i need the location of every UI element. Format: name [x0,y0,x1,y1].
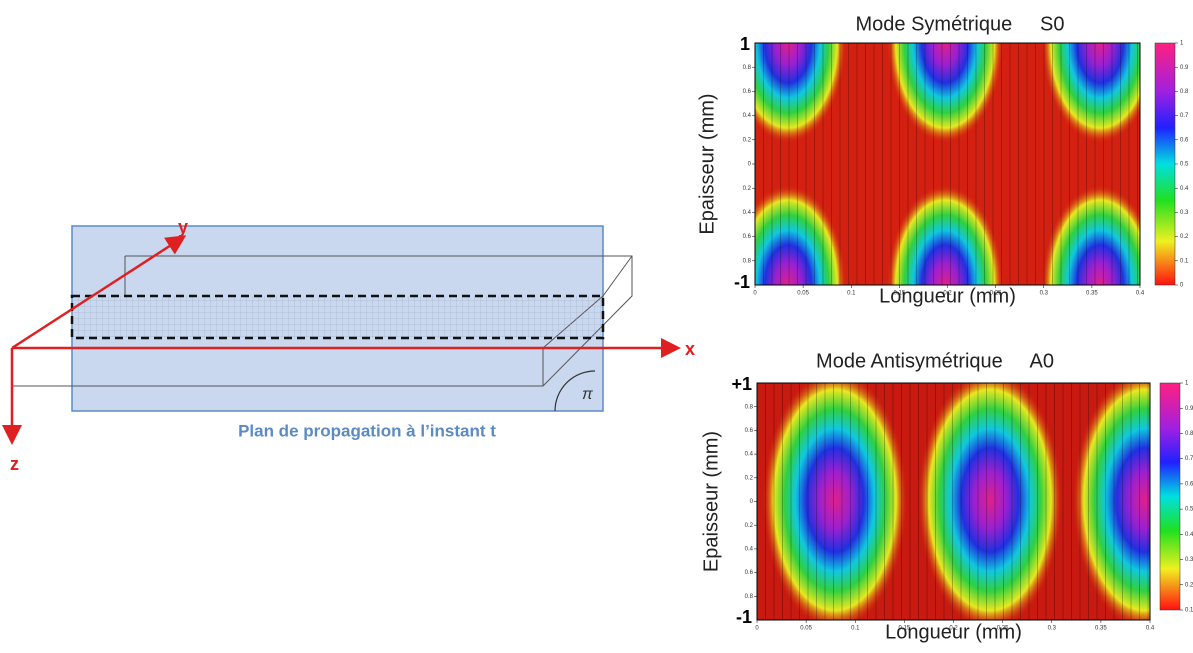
colorbar-tick-label: 0.1 [1185,608,1193,614]
y-end-label: +1 [731,374,752,394]
y-axis-label: Epaisseur (mm) [700,431,722,572]
y-tick-label: 0.2 [743,137,752,143]
colorbar-tick-label: 0.5 [1180,162,1189,168]
colorbar-tick-label: 0 [1180,283,1184,289]
caption: Plan de propagation à l’instant t [238,421,496,440]
x-tick-label: 0.35 [1086,291,1098,297]
y-tick-label: 0.2 [745,475,754,481]
colorbar [1154,42,1176,286]
colorbar-tick-label: 0.9 [1185,406,1193,412]
y-tick-label: 0.6 [743,89,752,95]
s0-field [755,43,1140,285]
x-tick-label: 0 [755,626,759,632]
x-tick-label: 0.25 [990,291,1002,297]
section [70,294,605,340]
x-tick-label: 0.2 [943,291,952,297]
x-tick-label: 0.05 [797,291,809,297]
y-tick-label: 0.2 [745,523,754,529]
x-axis-label: Longueur (mm) [879,285,1016,307]
axis-y-label: y [178,217,188,237]
x-tick-label: 0.2 [949,626,958,632]
x-tick-label: 0.15 [894,291,906,297]
axis-z-label: z [10,454,19,474]
colorbar-tick-label: 0.3 [1180,210,1189,216]
plot-title: Mode Symétrique S0 [856,13,1065,35]
axes [2,235,681,445]
plot-title: Mode Antisymétrique A0 [816,350,1054,372]
x-tick-label: 0.25 [997,626,1009,632]
colorbar-tick-label: 1 [1180,41,1184,47]
x-tick-label: 0.05 [800,626,812,632]
y-tick-label: 0.6 [745,570,754,576]
x-tick-label: 0.3 [1040,291,1049,297]
angle-label: π [582,386,593,403]
propagation-diagram: π x y z Plan de propagation à l’instant … [2,217,695,474]
y-tick-label: 0.4 [743,210,752,216]
colorbar-tick-label: 0.4 [1180,186,1189,192]
colorbar-tick-label: 0.5 [1185,507,1193,513]
y-tick-label: 0.4 [743,113,752,119]
y-tick-label: 0.6 [745,428,754,434]
y-tick-label: 0.4 [745,452,754,458]
y-end-label: -1 [734,272,750,292]
axis-x-label: x [685,339,695,359]
x-tick-label: 0.1 [847,291,856,297]
y-tick-label: 0.2 [743,186,752,192]
colorbar-tick-label: 0.7 [1180,113,1189,119]
colorbar-tick-label: 0.6 [1185,481,1193,487]
x-tick-label: 0.35 [1095,626,1107,632]
x-tick-label: 0.4 [1136,291,1145,297]
colorbar-tick-label: 0.8 [1185,431,1193,437]
colorbar-tick-label: 0.2 [1180,234,1189,240]
y-end-label: -1 [736,607,752,627]
colorbar-tick-label: 0.2 [1185,582,1193,588]
colorbar-tick-label: 0.6 [1180,137,1189,143]
colorbar-tick-label: 1 [1185,381,1189,387]
y-tick-label: 0.6 [743,234,752,240]
y-tick-label: 0.4 [745,546,754,552]
colorbar-tick-label: 0.3 [1185,557,1193,563]
x-tick-label: 0.15 [899,626,911,632]
a0-field [757,383,1150,620]
colorbar-tick-label: 0.7 [1185,456,1193,462]
y-tick-label: 0.8 [745,404,754,410]
y-tick-label: 0 [750,499,754,505]
x-tick-label: 0.1 [851,626,860,632]
y-tick-label: 0.8 [745,594,754,600]
colorbar-tick-label: 0.8 [1180,89,1189,95]
y-end-label: 1 [740,34,750,54]
x-tick-label: 0.4 [1146,626,1155,632]
x-tick-label: 0.3 [1048,626,1057,632]
y-tick-label: 0.8 [743,65,752,71]
y-tick-label: 0.8 [743,258,752,264]
x-axis-label: Longueur (mm) [885,621,1022,643]
colorbar [1159,382,1181,611]
colorbar-tick-label: 0.4 [1185,532,1193,538]
colorbar-tick-label: 0.9 [1180,65,1189,71]
x-tick-label: 0 [753,291,757,297]
y-axis-label: Epaisseur (mm) [696,93,718,234]
colorbar-tick-label: 0.1 [1180,258,1189,264]
y-tick-label: 0 [748,162,752,168]
